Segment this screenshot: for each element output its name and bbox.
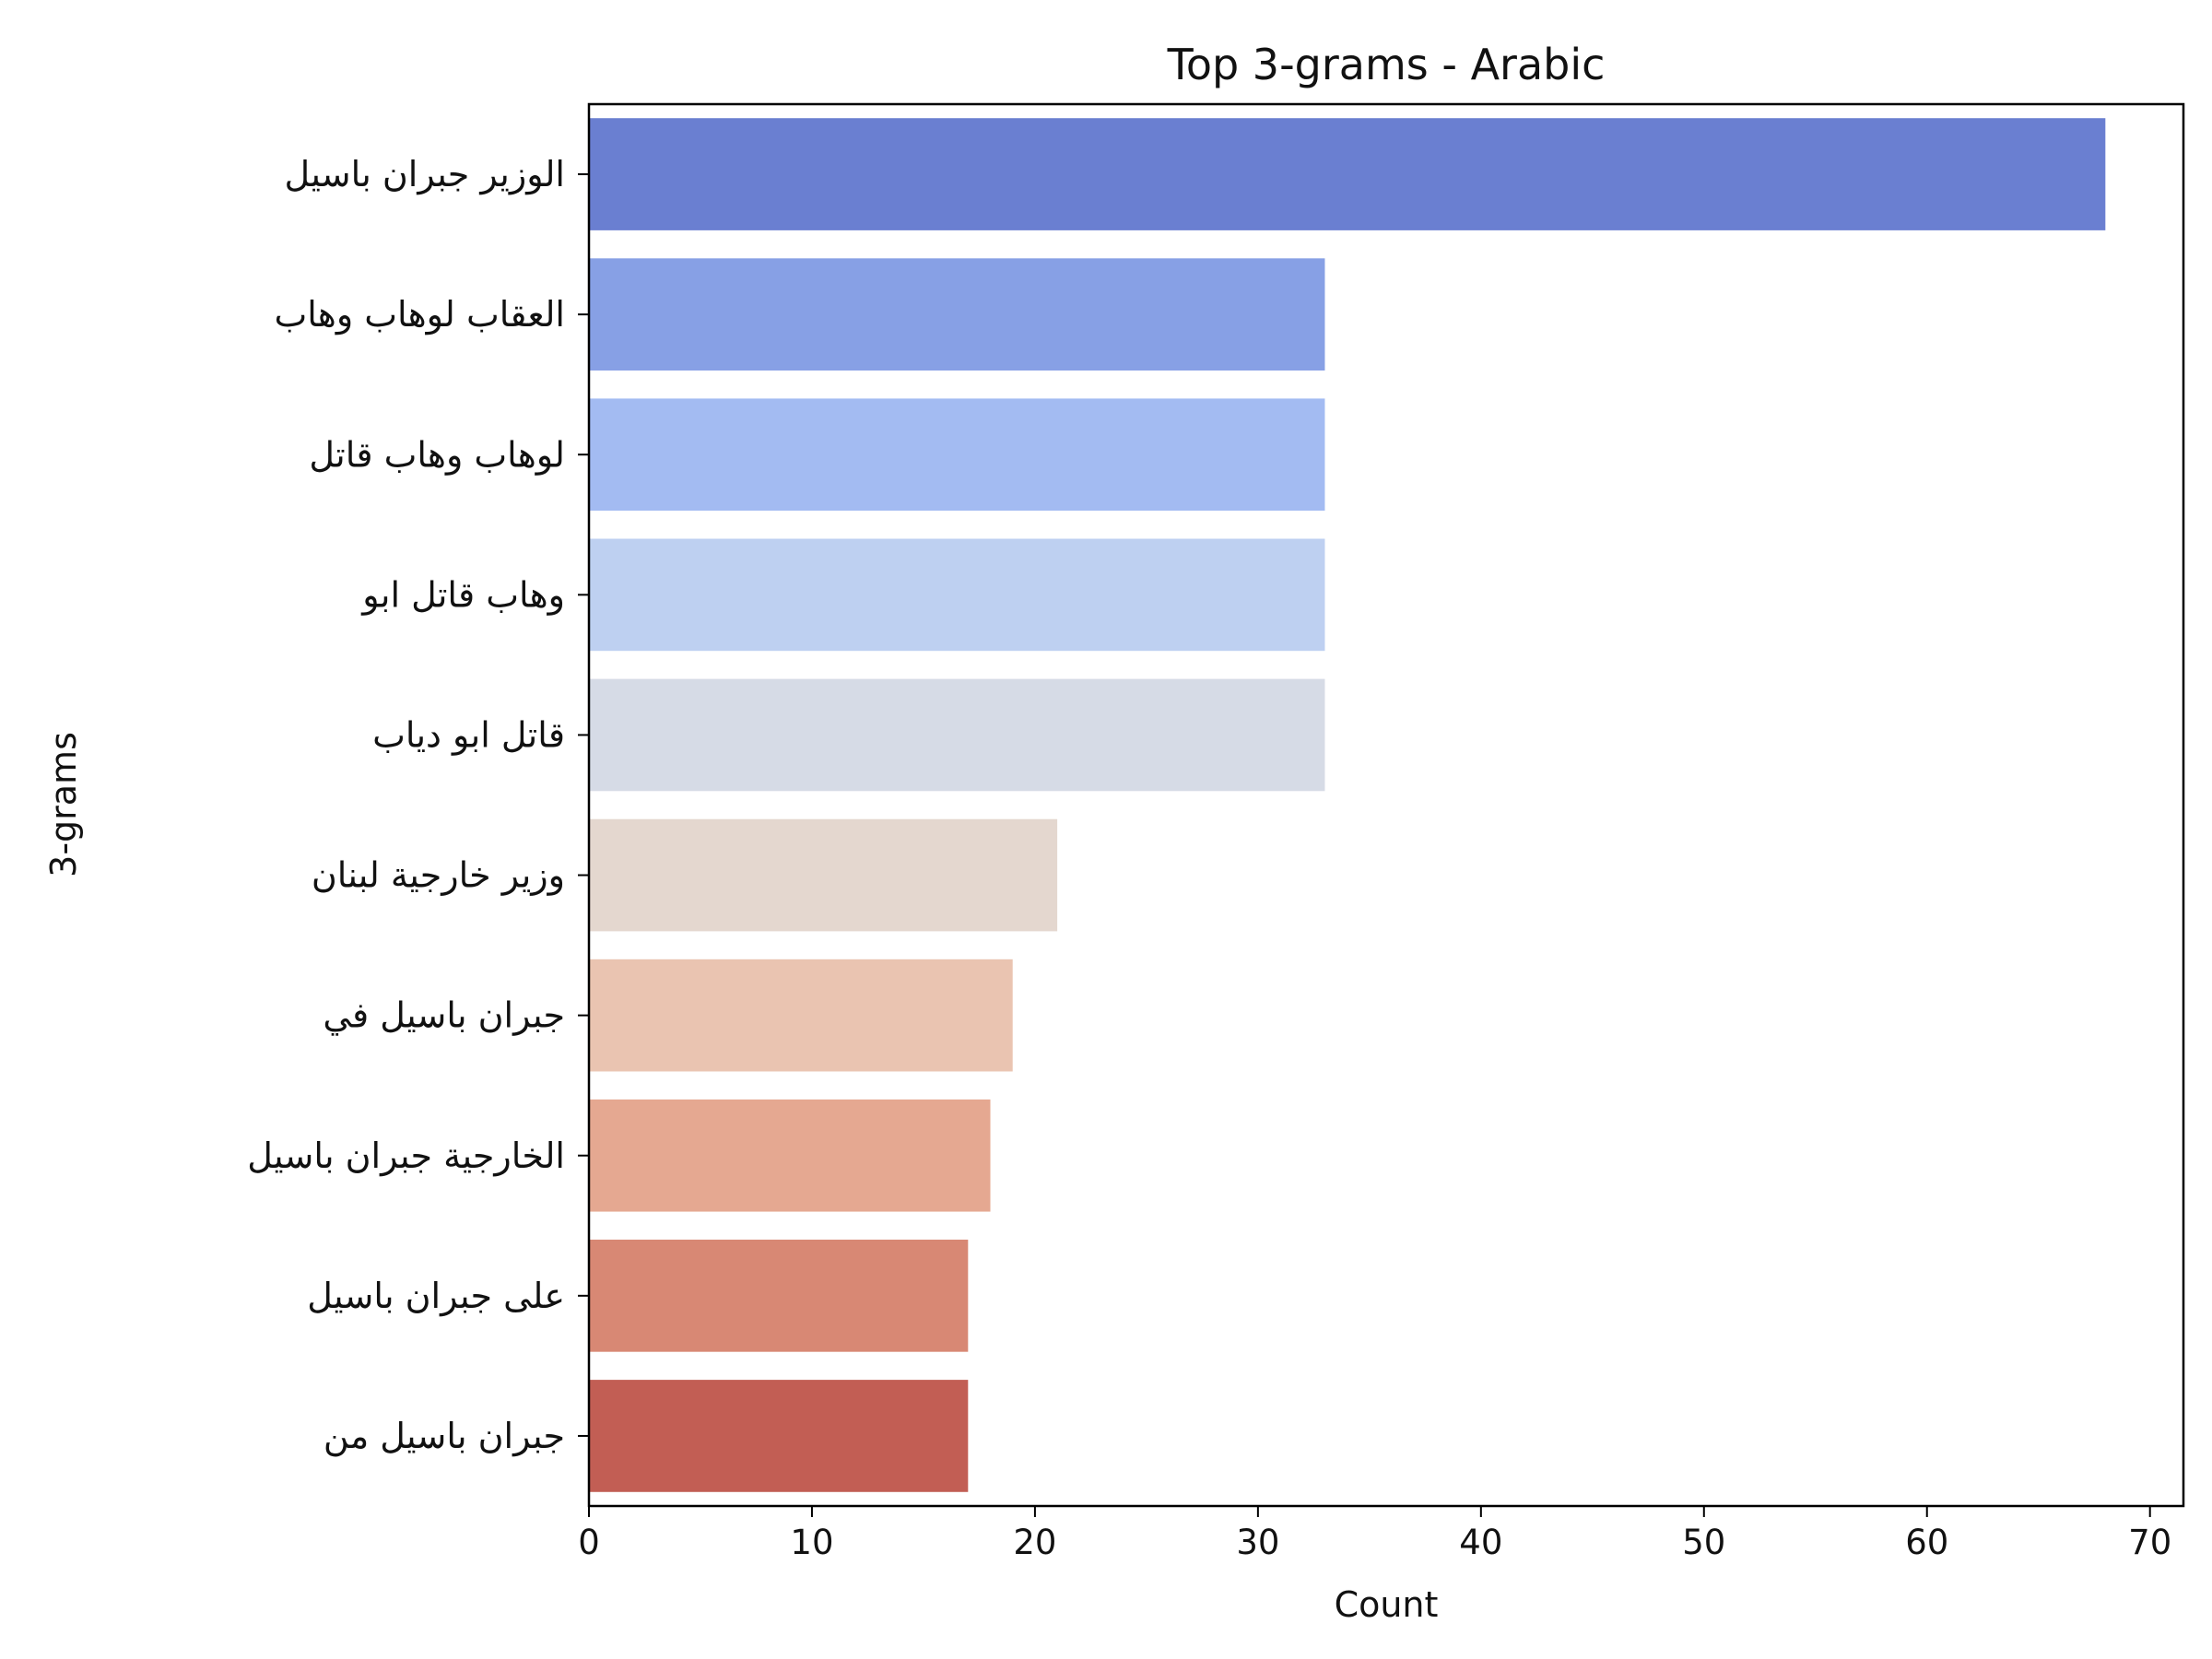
x-ticks-layer: 0 10 20 30 40 50 60 70 [578, 1506, 2171, 1562]
category-label: وهاب قاتل ابو [360, 574, 565, 616]
x-tick-label: 50 [1682, 1523, 1725, 1562]
x-tick-label: 70 [2128, 1523, 2171, 1562]
category-label: وزير خارجية لبنان [312, 855, 565, 897]
category-label: على جبران باسيل [307, 1276, 565, 1317]
x-tick-label: 10 [790, 1523, 833, 1562]
bar [589, 678, 1325, 792]
plot-frame [587, 102, 2185, 1508]
bar [589, 538, 1325, 652]
category-labels-layer: الوزير جبران باسيل العقاب لوهاب وهاب لوهاب… [247, 154, 589, 1457]
bar [589, 1240, 969, 1352]
x-axis-label: Count [1335, 1584, 1439, 1625]
bars-layer [589, 118, 2106, 1492]
chart-title: Top 3-grams - Arabic [1167, 40, 1606, 89]
category-label: الخارجية جبران باسيل [247, 1135, 565, 1177]
y-axis-label: 3-grams [43, 732, 84, 877]
x-tick-label: 60 [1905, 1523, 1948, 1562]
x-tick-label: 20 [1013, 1523, 1056, 1562]
category-label: جبران باسيل في [323, 995, 565, 1037]
category-label: الوزير جبران باسيل [285, 154, 565, 195]
category-label: العقاب لوهاب وهاب [274, 294, 565, 335]
bar [589, 1099, 991, 1212]
x-tick-label: 40 [1459, 1523, 1502, 1562]
bar [589, 818, 1058, 932]
category-label: لوهاب وهاب قاتل [309, 434, 565, 476]
bar [589, 258, 1325, 371]
bar [589, 398, 1325, 512]
x-tick-label: 0 [578, 1523, 600, 1562]
bar [589, 1380, 969, 1492]
bar [589, 959, 1013, 1072]
bar [589, 118, 2106, 230]
x-tick-label: 30 [1236, 1523, 1279, 1562]
category-label: جبران باسيل من [324, 1416, 565, 1457]
category-label: قاتل ابو دياب [372, 714, 565, 756]
